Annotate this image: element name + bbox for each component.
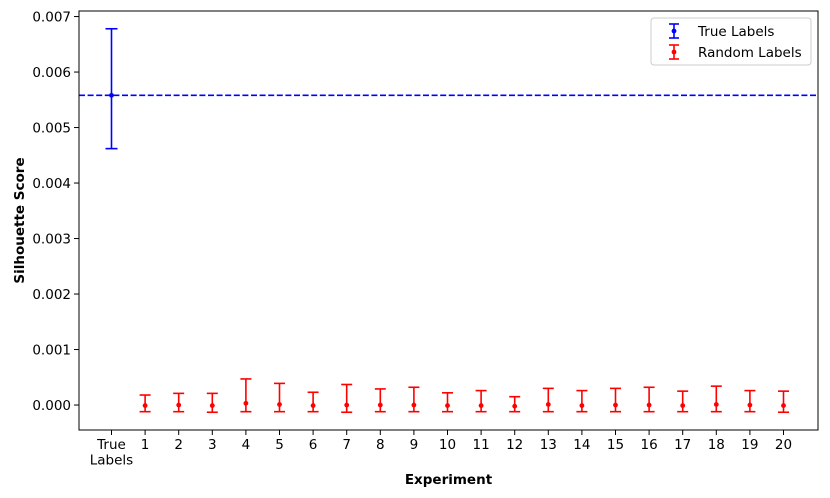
- x-tick-label: 5: [275, 437, 284, 453]
- random-labels-point: [277, 402, 282, 407]
- y-tick-label: 0.005: [32, 121, 71, 137]
- x-tick-label: 12: [506, 437, 523, 453]
- random-labels-point: [176, 402, 182, 408]
- x-tick-label: 16: [641, 437, 658, 453]
- legend-true-labels-label: True Labels: [697, 24, 774, 40]
- legend-random-labels-marker-point: [671, 49, 677, 55]
- random-labels-point: [747, 402, 753, 408]
- x-tick-label: 6: [309, 437, 318, 453]
- random-labels-point: [613, 402, 618, 408]
- x-tick-label: 13: [540, 437, 557, 453]
- x-tick-label: 9: [410, 437, 419, 453]
- random-labels-point: [478, 403, 484, 408]
- x-tick-label: True Labels: [90, 437, 133, 469]
- x-tick-label: 18: [708, 437, 725, 453]
- random-labels-point: [377, 402, 383, 408]
- y-axis-title: Silhouette Score: [12, 157, 28, 283]
- x-tick-label: 11: [473, 437, 490, 453]
- y-tick-label: 0.001: [32, 343, 71, 359]
- x-tick-label: 3: [208, 437, 217, 453]
- x-tick-label: 14: [573, 437, 590, 453]
- random-labels-point: [781, 403, 786, 408]
- random-labels-point: [680, 403, 686, 408]
- random-labels-point: [646, 402, 652, 408]
- random-labels-point: [445, 403, 450, 408]
- random-labels-point: [310, 403, 316, 408]
- x-tick-label: 8: [376, 437, 385, 453]
- random-labels-point: [512, 403, 518, 409]
- random-labels-point: [545, 402, 551, 407]
- random-labels-point: [209, 403, 215, 408]
- x-tick-label: 10: [439, 437, 456, 453]
- plot-frame: [78, 10, 819, 431]
- x-tick-label: 17: [674, 437, 691, 453]
- legend-random-labels-label: Random Labels: [698, 45, 802, 61]
- y-tick-label: 0.004: [32, 176, 71, 192]
- random-labels-point: [344, 402, 350, 408]
- x-tick-label: 7: [342, 437, 351, 453]
- y-tick-label: 0.003: [32, 232, 71, 248]
- x-tick-label: 1: [141, 437, 150, 453]
- y-tick-label: 0.007: [32, 10, 71, 26]
- x-tick-label: 20: [775, 437, 792, 453]
- y-tick-label: 0.000: [32, 398, 71, 414]
- random-labels-point: [411, 402, 417, 408]
- x-tick-label: 15: [607, 437, 624, 453]
- plot-area: 0.000 0.001 0.002 0.003 0.004 0.005 0.006 0.007…: [32, 10, 818, 469]
- random-labels-point: [713, 402, 719, 407]
- y-tick-label: 0.002: [32, 287, 71, 303]
- x-axis-title: Experiment: [405, 472, 493, 488]
- y-tick-label: 0.006: [32, 65, 71, 81]
- x-tick-label: 2: [174, 437, 183, 453]
- legend-box: [650, 17, 812, 66]
- true-labels-point: [109, 92, 114, 98]
- random-labels-point: [243, 400, 249, 406]
- legend-true-labels-marker-point: [671, 28, 677, 34]
- x-tick-label: 4: [242, 437, 251, 453]
- x-tick-label: 19: [741, 437, 758, 453]
- random-labels-point: [579, 403, 585, 408]
- legend: True Labels Random Labels: [650, 17, 812, 66]
- random-labels-point: [142, 403, 148, 408]
